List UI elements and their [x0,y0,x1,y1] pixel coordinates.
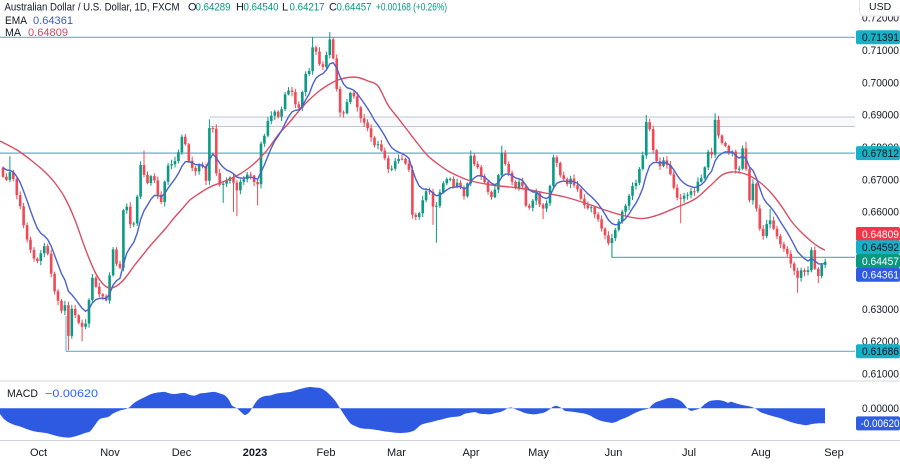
svg-text:−0.00620: −0.00620 [45,388,98,400]
svg-text:0.64592: 0.64592 [862,242,899,254]
svg-text:0.64457: 0.64457 [337,2,372,14]
svg-text:Feb: Feb [317,447,336,459]
svg-text:-0.00620: -0.00620 [861,418,900,430]
svg-text:0.71000: 0.71000 [862,45,899,57]
svg-text:USD: USD [869,1,892,13]
svg-text:0.69000: 0.69000 [862,110,899,122]
svg-text:0.64217: 0.64217 [290,2,325,14]
svg-text:May: May [528,447,549,459]
svg-text:0.61000: 0.61000 [862,369,899,381]
svg-text:0.64809: 0.64809 [28,27,68,39]
svg-text:Australian Dollar / U.S. Dolla: Australian Dollar / U.S. Dollar, 1D, FXC… [5,2,180,14]
svg-text:Jun: Jun [605,447,623,459]
svg-text:0.64457: 0.64457 [862,256,899,268]
svg-text:Oct: Oct [30,447,47,459]
svg-text:Dec: Dec [172,447,192,459]
svg-text:+0.00168 (+0.26%): +0.00168 (+0.26%) [376,2,447,14]
svg-text:L: L [282,2,288,14]
svg-text:MA: MA [5,27,22,39]
svg-text:0.71391: 0.71391 [862,32,899,44]
svg-text:0.70000: 0.70000 [862,77,899,89]
svg-text:0.64809: 0.64809 [862,229,899,241]
svg-text:Sep: Sep [824,447,844,459]
svg-text:0.67000: 0.67000 [862,174,899,186]
svg-text:0.64361: 0.64361 [33,15,73,27]
svg-text:Apr: Apr [462,447,479,459]
svg-text:2023: 2023 [243,447,267,459]
svg-text:0.00000: 0.00000 [862,403,899,415]
svg-text:Nov: Nov [100,447,120,459]
svg-text:Jul: Jul [682,447,696,459]
svg-text:EMA: EMA [5,15,28,27]
svg-text:0.64540: 0.64540 [244,2,279,14]
svg-text:Mar: Mar [387,447,406,459]
svg-text:0.64361: 0.64361 [862,270,899,282]
svg-text:MACD: MACD [7,388,38,400]
svg-text:0.63000: 0.63000 [862,304,899,316]
svg-text:0.61686: 0.61686 [862,346,899,358]
svg-text:0.67812: 0.67812 [862,148,899,160]
svg-text:0.66000: 0.66000 [862,207,899,219]
svg-text:Aug: Aug [751,447,771,459]
svg-text:0.64289: 0.64289 [196,2,231,14]
